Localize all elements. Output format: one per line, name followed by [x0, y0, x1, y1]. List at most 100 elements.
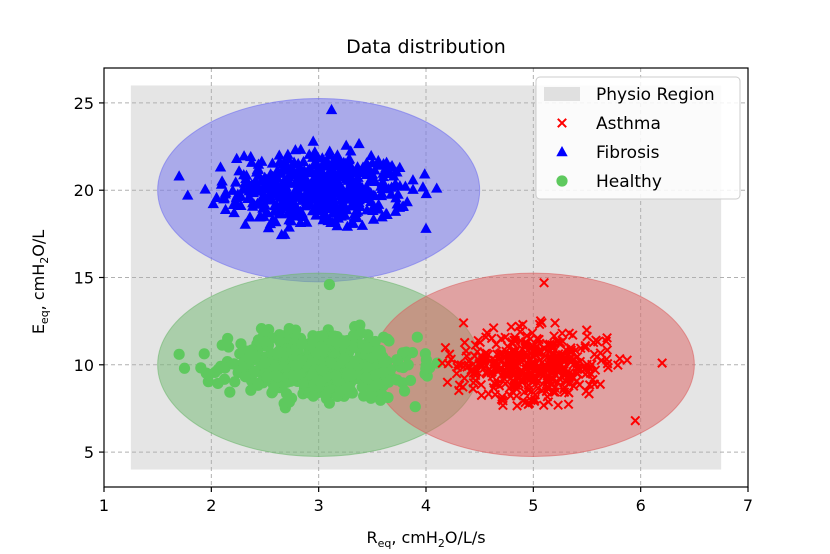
healthy-point — [391, 374, 403, 386]
fibrosis-point — [274, 191, 287, 202]
fibrosis-point — [379, 179, 391, 191]
fibrosis-point — [278, 183, 291, 194]
fibrosis-point — [342, 192, 355, 203]
fibrosis-point — [375, 189, 388, 201]
asthma-point — [614, 353, 625, 364]
asthma-point — [537, 385, 547, 396]
fibrosis-point — [232, 188, 244, 199]
fibrosis-point — [272, 165, 284, 176]
fibrosis-point — [339, 209, 351, 220]
asthma-point — [501, 346, 511, 357]
asthma-point — [582, 367, 593, 378]
fibrosis-point — [251, 197, 264, 208]
asthma-point — [568, 381, 579, 391]
x-tick-label: 2 — [206, 496, 216, 515]
fibrosis-point — [307, 135, 319, 146]
fibrosis-points — [173, 103, 443, 240]
asthma-point — [459, 337, 470, 348]
fibrosis-point — [251, 163, 264, 174]
fibrosis-point — [312, 185, 324, 196]
asthma-point — [622, 355, 633, 366]
fibrosis-point — [380, 207, 392, 218]
asthma-point — [516, 352, 527, 363]
asthma-point — [549, 364, 560, 375]
legend-label-asthma: Asthma — [596, 114, 661, 134]
asthma-point — [476, 390, 487, 401]
asthma-point — [506, 322, 517, 332]
healthy-point — [391, 354, 403, 366]
asthma-point — [437, 358, 448, 369]
healthy-point — [306, 370, 319, 382]
asthma-point — [488, 322, 499, 333]
asthma-point — [587, 374, 598, 385]
healthy-point — [369, 369, 381, 382]
healthy-point — [307, 336, 319, 349]
fibrosis-point — [356, 219, 369, 230]
x-tick-label: 3 — [314, 496, 324, 515]
fibrosis-point — [331, 149, 344, 160]
healthy-point — [361, 361, 373, 373]
healthy-point — [255, 323, 268, 335]
healthy-point — [348, 355, 361, 367]
healthy-point — [424, 362, 436, 374]
healthy-point — [292, 369, 304, 381]
asthma-point — [481, 348, 492, 359]
fibrosis-point — [323, 180, 335, 192]
healthy-point — [361, 341, 373, 354]
asthma-point — [580, 340, 591, 351]
x-axis-label-sub: eq — [378, 537, 392, 550]
fibrosis-point — [367, 213, 380, 224]
fibrosis-point — [270, 216, 282, 227]
fibrosis-point — [214, 161, 227, 172]
healthy-points — [173, 278, 443, 414]
asthma-point — [570, 345, 581, 356]
asthma-point — [498, 400, 508, 411]
legend-asthma-marker — [557, 118, 567, 128]
fibrosis-point — [327, 155, 340, 166]
fibrosis-point — [417, 181, 429, 192]
fibrosis-point — [306, 174, 319, 186]
asthma-point — [520, 342, 530, 353]
fibrosis-point — [199, 183, 211, 194]
fibrosis-point — [392, 188, 404, 199]
healthy-point — [323, 397, 335, 409]
asthma-point — [516, 335, 526, 346]
legend-label-physio-region: Physio Region — [596, 85, 715, 105]
fibrosis-point — [303, 148, 315, 159]
healthy-point — [314, 375, 326, 388]
asthma-point — [553, 400, 564, 411]
healthy-point — [195, 362, 207, 374]
fibrosis-point — [288, 210, 300, 221]
fibrosis-point — [293, 162, 305, 173]
fibrosis-point — [227, 184, 239, 195]
fibrosis-point — [219, 188, 231, 199]
healthy-point — [248, 367, 260, 379]
asthma-point — [490, 389, 501, 400]
healthy-point — [328, 330, 340, 342]
legend-label-fibrosis: Fibrosis — [596, 143, 660, 163]
healthy-point — [367, 352, 379, 364]
fibrosis-point — [325, 103, 338, 115]
fibrosis-point — [337, 165, 349, 176]
asthma-point — [486, 333, 497, 344]
fibrosis-point — [300, 216, 313, 227]
fibrosis-point — [321, 211, 333, 222]
healthy-point — [259, 356, 271, 369]
fibrosis-point — [297, 155, 310, 167]
fibrosis-point — [219, 203, 232, 215]
asthma-point — [582, 331, 593, 342]
fibrosis-point — [345, 145, 357, 156]
asthma-point — [575, 356, 586, 367]
fibrosis-point — [243, 185, 255, 196]
legend: Physio Region Asthma Fibrosis Healthy — [535, 76, 741, 200]
asthma-point — [530, 389, 541, 400]
fibrosis-point — [298, 192, 311, 203]
healthy-point — [411, 331, 423, 343]
healthy-point — [369, 335, 381, 348]
fibrosis-point — [385, 161, 397, 172]
fibrosis-point — [282, 161, 294, 172]
fibrosis-point — [302, 183, 315, 194]
fibrosis-point — [355, 185, 367, 196]
asthma-point — [481, 351, 492, 362]
fibrosis-point — [389, 180, 401, 191]
